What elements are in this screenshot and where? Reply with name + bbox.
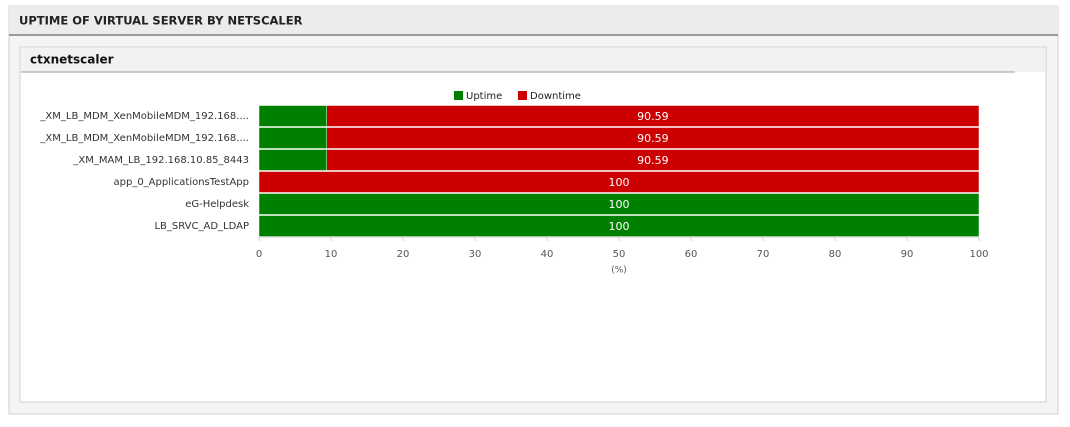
bar-segment xyxy=(258,149,328,171)
value-label: 100 xyxy=(609,176,630,189)
x-tick-label: 20 xyxy=(397,249,410,260)
value-label: 90.59 xyxy=(637,154,669,167)
panel-title: UPTIME OF VIRTUAL SERVER BY NETSCALER xyxy=(19,14,303,28)
bar-segment xyxy=(326,149,980,171)
inner-header xyxy=(21,48,1045,72)
value-label: 90.59 xyxy=(637,110,669,123)
x-tick-label: 50 xyxy=(613,249,626,260)
x-tick-label: 100 xyxy=(969,249,988,260)
x-tick-label: 90 xyxy=(901,249,914,260)
value-label: 100 xyxy=(609,220,630,233)
x-tick-label: 0 xyxy=(256,249,262,260)
bar-segment xyxy=(258,171,980,193)
x-axis-label: (%) xyxy=(611,266,627,276)
y-tick-label: app_0_ApplicationsTestApp xyxy=(114,177,250,188)
legend-label: Downtime xyxy=(530,91,581,102)
x-tick-label: 80 xyxy=(829,249,842,260)
legend-swatch xyxy=(454,91,463,100)
x-tick-label: 40 xyxy=(541,249,554,260)
y-tick-label: _XM_LB_MDM_XenMobileMDM_192.168.... xyxy=(39,133,249,144)
y-tick-label: eG-Helpdesk xyxy=(185,199,249,210)
legend-label: Uptime xyxy=(466,91,502,102)
outer-header xyxy=(9,6,1058,35)
bar-segment xyxy=(258,193,980,215)
x-tick-label: 70 xyxy=(757,249,770,260)
y-tick-label: _XM_MAM_LB_192.168.10.85_8443 xyxy=(72,155,249,166)
x-tick-label: 10 xyxy=(325,249,338,260)
bar-segment xyxy=(326,127,980,149)
value-label: 100 xyxy=(609,198,630,211)
legend-swatch xyxy=(518,91,527,100)
y-tick-label: LB_SRVC_AD_LDAP xyxy=(154,221,249,232)
x-tick-label: 60 xyxy=(685,249,698,260)
value-label: 90.59 xyxy=(637,132,669,145)
y-tick-label: _XM_LB_MDM_XenMobileMDM_192.168.... xyxy=(39,111,249,122)
bar-segment xyxy=(326,105,980,127)
x-tick-label: 30 xyxy=(469,249,482,260)
bar-segment xyxy=(258,127,328,149)
bar-segment xyxy=(258,105,328,127)
panel-subtitle: ctxnetscaler xyxy=(30,53,114,67)
